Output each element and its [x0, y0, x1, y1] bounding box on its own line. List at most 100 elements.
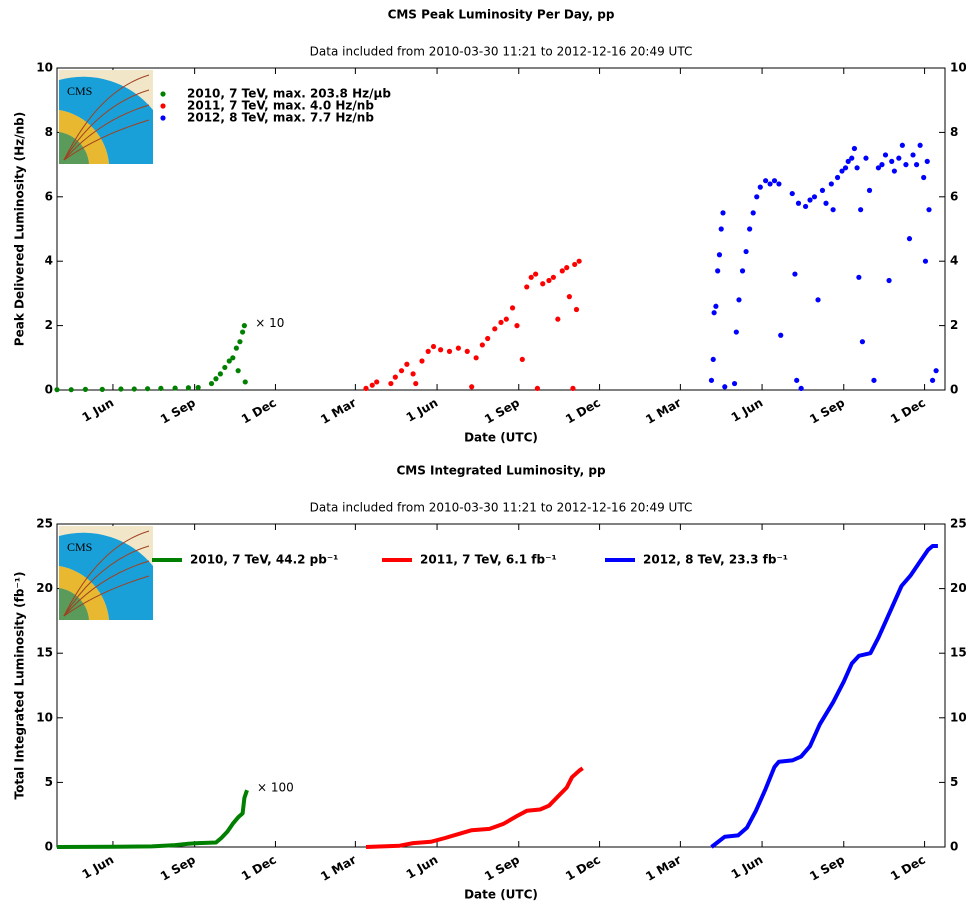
y-tick-label: 5 [45, 775, 53, 789]
data-point [566, 294, 572, 300]
cms-logo: CMS [59, 70, 153, 164]
data-point [713, 303, 719, 309]
data-point [856, 274, 862, 280]
data-point [559, 268, 565, 274]
data-point [845, 158, 851, 164]
logo-track [63, 119, 150, 161]
chart-title: CMS Peak Luminosity Per Day, pp [388, 8, 615, 22]
logo-track [63, 104, 150, 161]
data-point [795, 200, 802, 206]
series-group [54, 142, 939, 393]
logo-text: CMS [67, 540, 92, 554]
y-tick-label: 15 [36, 646, 53, 660]
data-point [222, 364, 228, 371]
data-point [842, 165, 849, 171]
data-point [404, 361, 410, 367]
data-point [913, 162, 920, 168]
data-point [917, 142, 923, 148]
x-tick-label: 1 Jun [729, 853, 766, 882]
data-point [733, 329, 739, 335]
data-point [469, 384, 475, 390]
x-tick-label: 1 Jun [404, 396, 441, 425]
data-point [798, 385, 804, 391]
data-point [828, 181, 834, 187]
data-point [195, 384, 201, 391]
data-point [241, 323, 247, 329]
data-point [570, 385, 576, 391]
y-tick-label: 25 [36, 517, 53, 531]
data-point [237, 339, 243, 345]
legend-label: 2012, 8 TeV, max. 7.7 Hz/nb [187, 111, 374, 125]
data-point [882, 152, 889, 158]
data-point [811, 194, 818, 200]
data-point [572, 261, 578, 268]
y-tick-label: 10 [36, 61, 53, 75]
x-tick-label: 1 Sep [807, 395, 847, 426]
data-point [807, 197, 813, 203]
data-point [743, 248, 749, 255]
x-tick-label: 1 Mar [643, 395, 683, 426]
data-point [922, 258, 929, 264]
y-axis-label: Peak Delivered Luminosity (Hz/nb) [13, 112, 27, 346]
data-point [99, 386, 105, 392]
x-tick-label: 1 Sep [482, 395, 522, 426]
logo-track [63, 560, 150, 617]
x-tick-label: 1 Dec [239, 396, 279, 427]
y2-tick-label: 5 [950, 775, 958, 789]
data-point [718, 226, 724, 232]
data-point [68, 387, 74, 393]
logo-track [63, 530, 150, 617]
data-line [56, 789, 249, 849]
x-tick-label: 1 Sep [482, 852, 522, 883]
data-point [854, 165, 860, 171]
data-point [921, 174, 927, 181]
logo-ring2 [59, 566, 109, 620]
data-point [369, 382, 375, 388]
legend-label: 2011, 7 TeV, 6.1 fb⁻¹ [420, 553, 557, 567]
data-point [899, 142, 905, 148]
data-point [834, 174, 841, 181]
data-point [374, 379, 380, 385]
data-point [514, 323, 520, 329]
data-point [720, 210, 726, 216]
data-point [430, 343, 437, 350]
y2-tick-label: 4 [950, 254, 958, 268]
logo-ring2 [59, 110, 109, 164]
chart-title: CMS Integrated Luminosity, pp [396, 464, 606, 478]
logo-ring [59, 76, 153, 164]
data-point [851, 145, 858, 152]
logo-track [63, 74, 150, 161]
y-axis-label: Total Integrated Luminosity (fb⁻¹) [13, 571, 27, 799]
data-point [213, 376, 219, 382]
data-point [485, 335, 491, 342]
data-point [771, 178, 778, 184]
data-line [710, 544, 938, 849]
data-line [365, 766, 584, 849]
data-point [242, 379, 248, 385]
data-point [823, 200, 829, 206]
data-point [528, 274, 534, 280]
data-point [924, 158, 930, 164]
y-tick-label: 4 [45, 254, 53, 268]
legend-label: 2011, 7 TeV, max. 4.0 Hz/nb [187, 99, 374, 113]
data-point [217, 371, 223, 377]
data-point [492, 326, 498, 332]
data-point [239, 329, 246, 335]
y2-tick-label: 6 [950, 189, 958, 203]
data-point [425, 348, 431, 354]
data-point [388, 380, 394, 387]
data-point [479, 342, 485, 348]
data-point [776, 181, 782, 187]
x-axis-label: Date (UTC) [464, 888, 538, 902]
data-point [716, 252, 723, 258]
x-tick-label: 1 Sep [807, 852, 847, 883]
data-point [533, 271, 539, 277]
y2-tick-label: 20 [950, 581, 966, 595]
y2-tick-label: 10 [950, 61, 966, 75]
data-point [767, 181, 773, 187]
data-point [555, 316, 561, 322]
data-point [792, 271, 798, 277]
data-point [576, 258, 582, 264]
x-tick-label: 1 Mar [318, 852, 358, 883]
cms-logo: CMS [59, 526, 153, 620]
